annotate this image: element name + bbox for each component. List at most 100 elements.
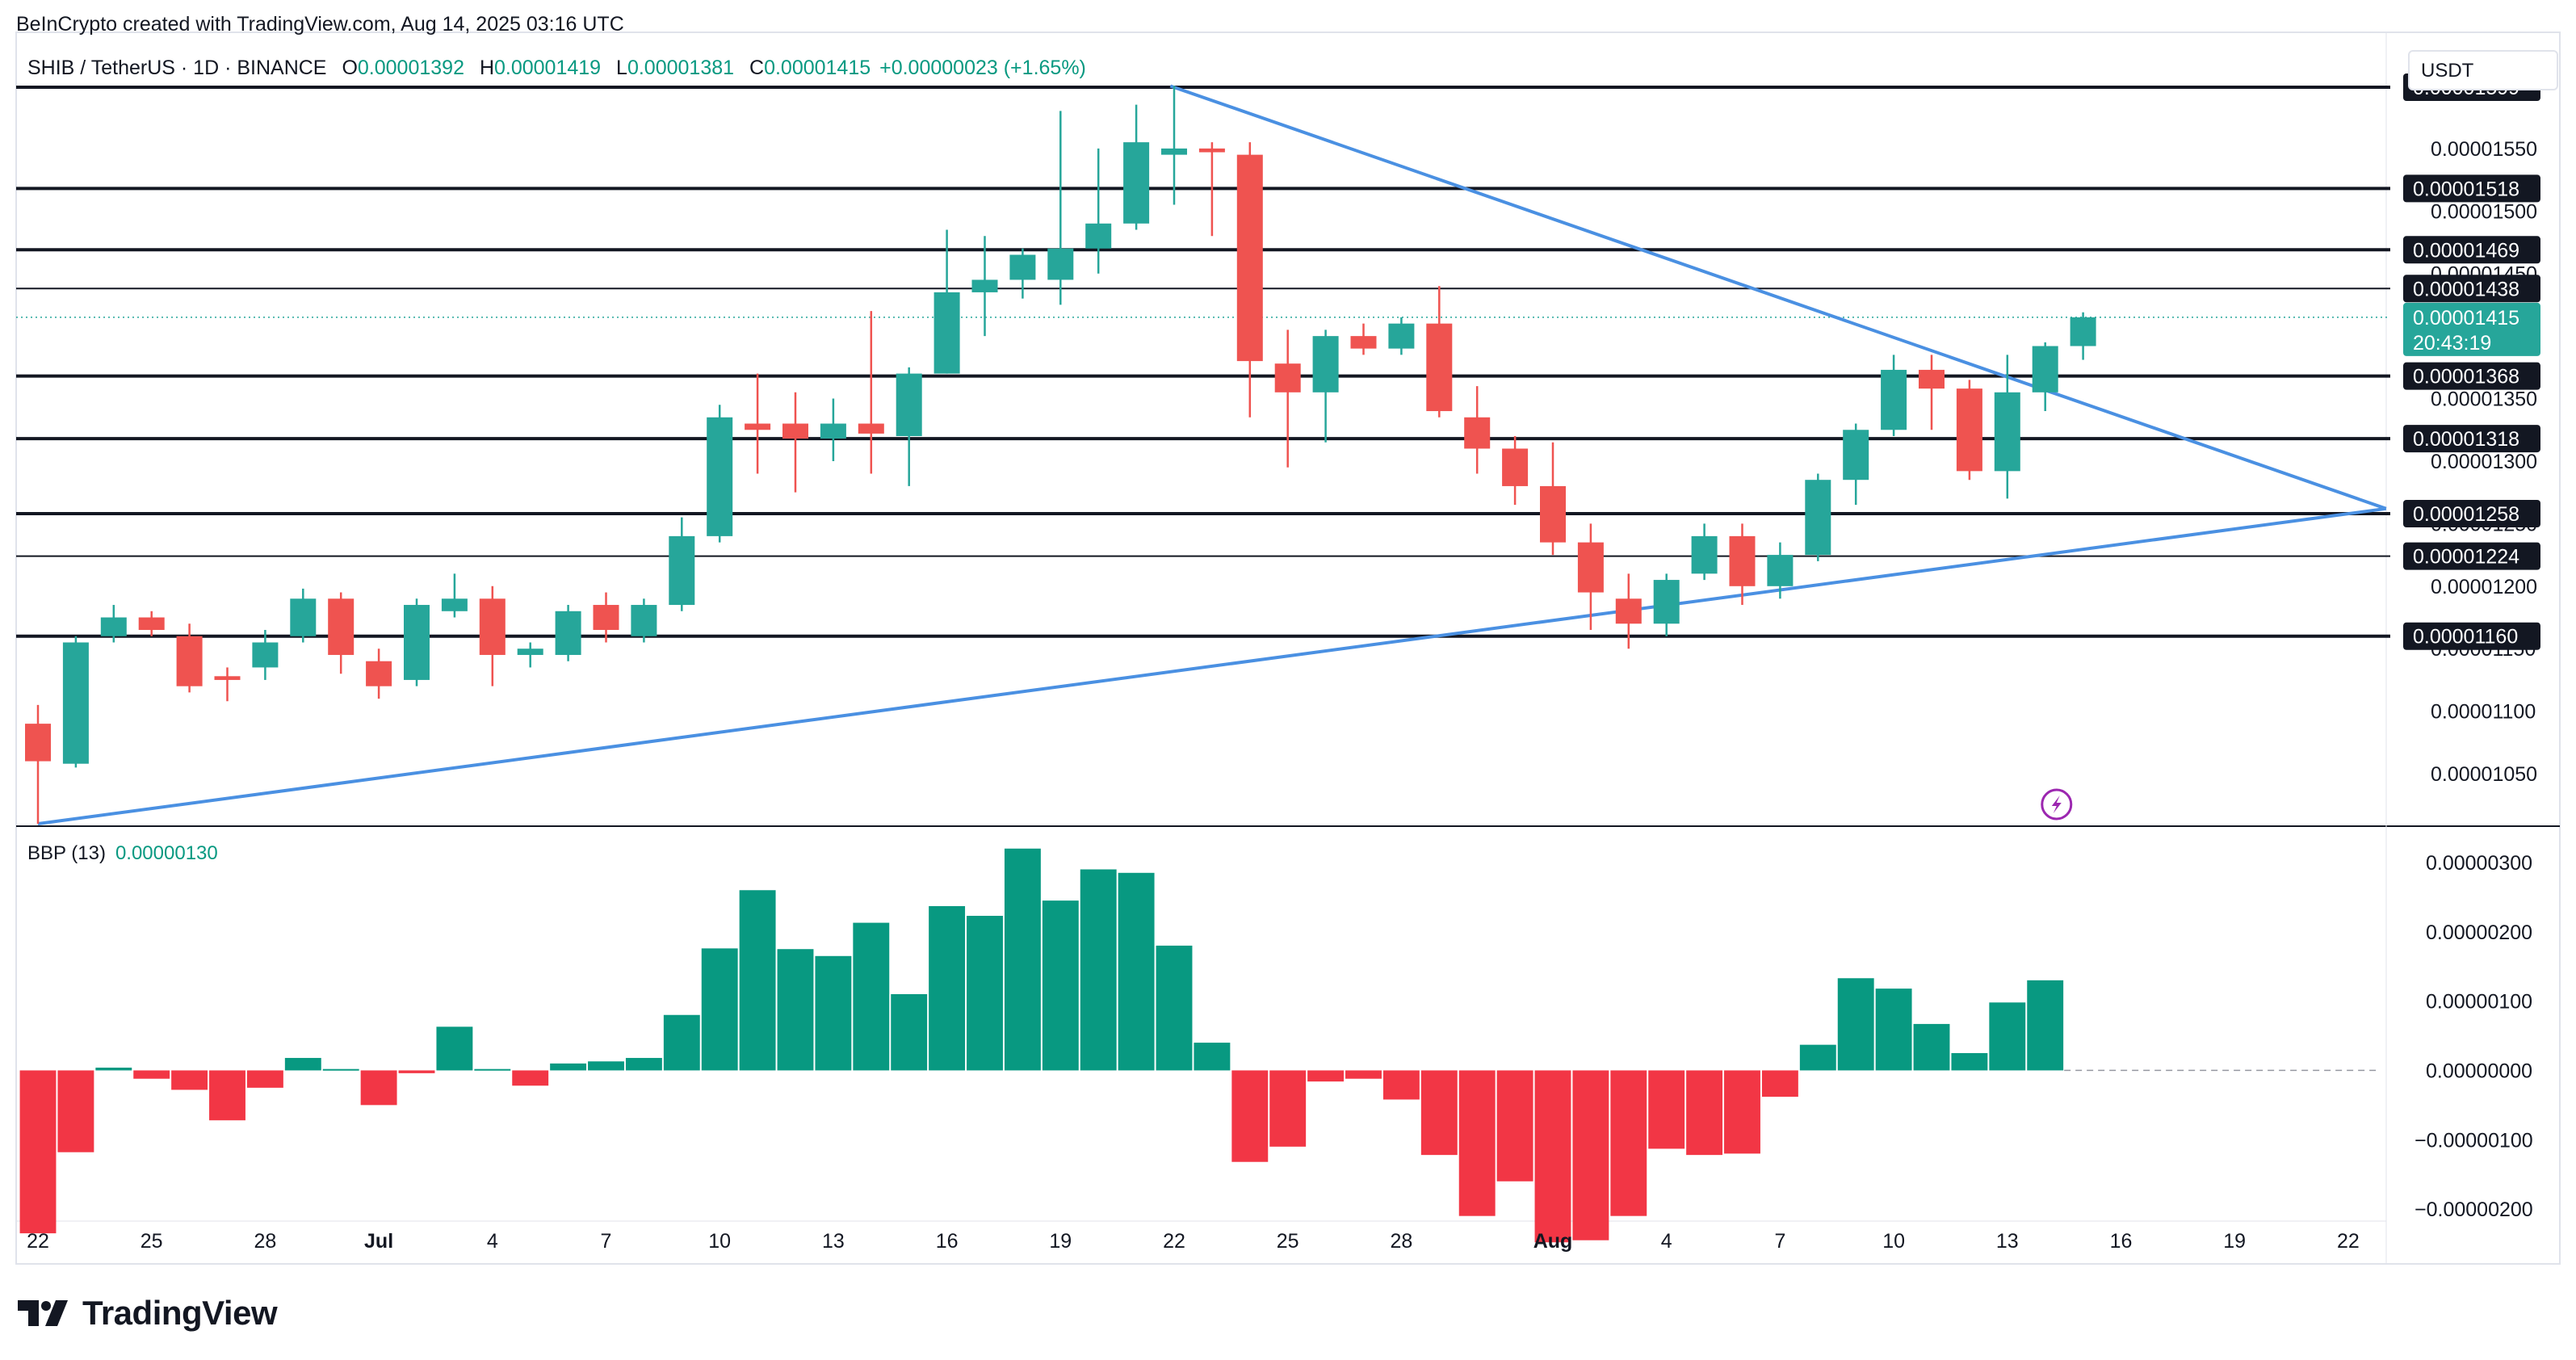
bbp-bar[interactable] — [1231, 1070, 1269, 1162]
level-price-label[interactable]: 0.00001160 — [2403, 622, 2540, 650]
candle[interactable] — [100, 605, 127, 643]
bbp-bar[interactable] — [284, 1057, 321, 1071]
bbp-bar[interactable] — [1458, 1070, 1496, 1216]
bbp-bar[interactable] — [1382, 1070, 1420, 1100]
candle[interactable] — [214, 667, 241, 702]
bbp-bar[interactable] — [1534, 1070, 1571, 1243]
candle[interactable] — [2032, 342, 2058, 412]
bbp-bar[interactable] — [929, 905, 966, 1071]
candle[interactable] — [252, 630, 279, 680]
candle[interactable] — [25, 704, 51, 824]
candle[interactable] — [1577, 523, 1604, 630]
candle[interactable] — [593, 592, 619, 643]
bbp-bar[interactable] — [891, 994, 928, 1071]
candle[interactable] — [896, 367, 922, 486]
level-price-label[interactable]: 0.00001438 — [2403, 275, 2540, 303]
bbp-bar[interactable] — [1496, 1070, 1533, 1182]
bbp-bar[interactable] — [2027, 980, 2064, 1071]
candle[interactable] — [1464, 386, 1491, 474]
candle[interactable] — [176, 623, 203, 693]
level-price-label[interactable]: 0.00001469 — [2403, 236, 2540, 264]
bbp-bar[interactable] — [512, 1070, 549, 1086]
candle[interactable] — [1729, 523, 1756, 606]
candle[interactable] — [1767, 542, 1794, 599]
candle[interactable] — [1615, 573, 1642, 649]
candle[interactable] — [517, 642, 543, 668]
candle[interactable] — [782, 392, 808, 493]
bbp-bar[interactable] — [739, 890, 776, 1071]
bbp-bar[interactable] — [1307, 1070, 1345, 1082]
candle[interactable] — [2070, 312, 2096, 360]
candle[interactable] — [820, 398, 846, 461]
candle[interactable] — [971, 236, 998, 337]
candle[interactable] — [1198, 142, 1225, 237]
bbp-bar[interactable] — [1799, 1044, 1836, 1071]
candle[interactable] — [1388, 317, 1415, 355]
bbp-bar[interactable] — [663, 1014, 700, 1071]
bbp-bar[interactable] — [1724, 1070, 1760, 1154]
bbp-bar[interactable] — [57, 1070, 94, 1152]
candle[interactable] — [933, 229, 960, 374]
candle[interactable] — [366, 649, 392, 699]
level-price-label[interactable]: 0.00001368 — [2403, 362, 2540, 390]
lightning-icon[interactable] — [2041, 788, 2073, 821]
candle[interactable] — [441, 573, 468, 618]
candle[interactable] — [1881, 355, 1907, 436]
bbp-bar[interactable] — [1761, 1070, 1798, 1098]
candle[interactable] — [669, 517, 695, 611]
bbp-bar[interactable] — [1648, 1070, 1685, 1149]
candle[interactable] — [62, 636, 89, 768]
candle[interactable] — [1009, 248, 1036, 299]
candle[interactable] — [1123, 104, 1150, 230]
bbp-bar[interactable] — [246, 1070, 283, 1088]
indicator-legend[interactable]: BBP (13) 0.00000130 — [27, 842, 218, 865]
candle[interactable] — [1502, 436, 1529, 506]
candle[interactable] — [1805, 473, 1831, 561]
bbp-bar[interactable] — [19, 1070, 57, 1234]
candle[interactable] — [1691, 523, 1718, 581]
candle[interactable] — [1350, 323, 1377, 355]
bbp-bar[interactable] — [550, 1063, 587, 1071]
descending-resistance-trendline[interactable] — [1169, 84, 2387, 510]
bbp-bar[interactable] — [1420, 1070, 1458, 1156]
bbp-bar[interactable] — [1610, 1070, 1647, 1216]
bbp-bar[interactable] — [436, 1026, 473, 1071]
currency-selector[interactable]: USDT — [2408, 50, 2558, 90]
candle[interactable] — [1956, 380, 1982, 481]
candle[interactable] — [138, 611, 165, 636]
candle[interactable] — [707, 405, 733, 543]
bbp-bar[interactable] — [1572, 1070, 1609, 1240]
bbp-bar[interactable] — [1913, 1023, 1950, 1071]
candle[interactable] — [404, 598, 430, 686]
bbp-bar[interactable] — [853, 922, 890, 1071]
bbp-bar[interactable] — [1156, 945, 1193, 1071]
candle[interactable] — [1312, 330, 1339, 443]
candle[interactable] — [858, 311, 884, 474]
bbp-bar[interactable] — [967, 916, 1003, 1071]
bbp-bar[interactable] — [1118, 872, 1155, 1071]
candle[interactable] — [1161, 86, 1187, 205]
candle[interactable] — [1919, 355, 1945, 430]
candle[interactable] — [555, 605, 581, 661]
bbp-bar[interactable] — [398, 1070, 435, 1073]
bbp-bar[interactable] — [1042, 900, 1079, 1071]
bbp-bar[interactable] — [1004, 848, 1041, 1071]
bbp-bar[interactable] — [95, 1067, 132, 1071]
candle[interactable] — [1426, 286, 1453, 418]
candle[interactable] — [1274, 330, 1301, 468]
candle[interactable] — [290, 588, 317, 643]
bbp-bar[interactable] — [701, 948, 738, 1071]
candle[interactable] — [1653, 573, 1680, 636]
bbp-bar[interactable] — [1194, 1043, 1231, 1071]
bbp-bar[interactable] — [1269, 1070, 1307, 1147]
bbp-bar[interactable] — [1837, 978, 1874, 1071]
bbp-bar[interactable] — [625, 1057, 662, 1071]
bbp-bar[interactable] — [777, 949, 814, 1071]
candle[interactable] — [745, 373, 771, 474]
candle[interactable] — [479, 586, 506, 686]
bbp-bar[interactable] — [1875, 989, 1912, 1071]
bbp-bar[interactable] — [1989, 1002, 2026, 1071]
level-price-label[interactable]: 0.00001318 — [2403, 425, 2540, 453]
bbp-bar[interactable] — [1951, 1052, 1988, 1071]
